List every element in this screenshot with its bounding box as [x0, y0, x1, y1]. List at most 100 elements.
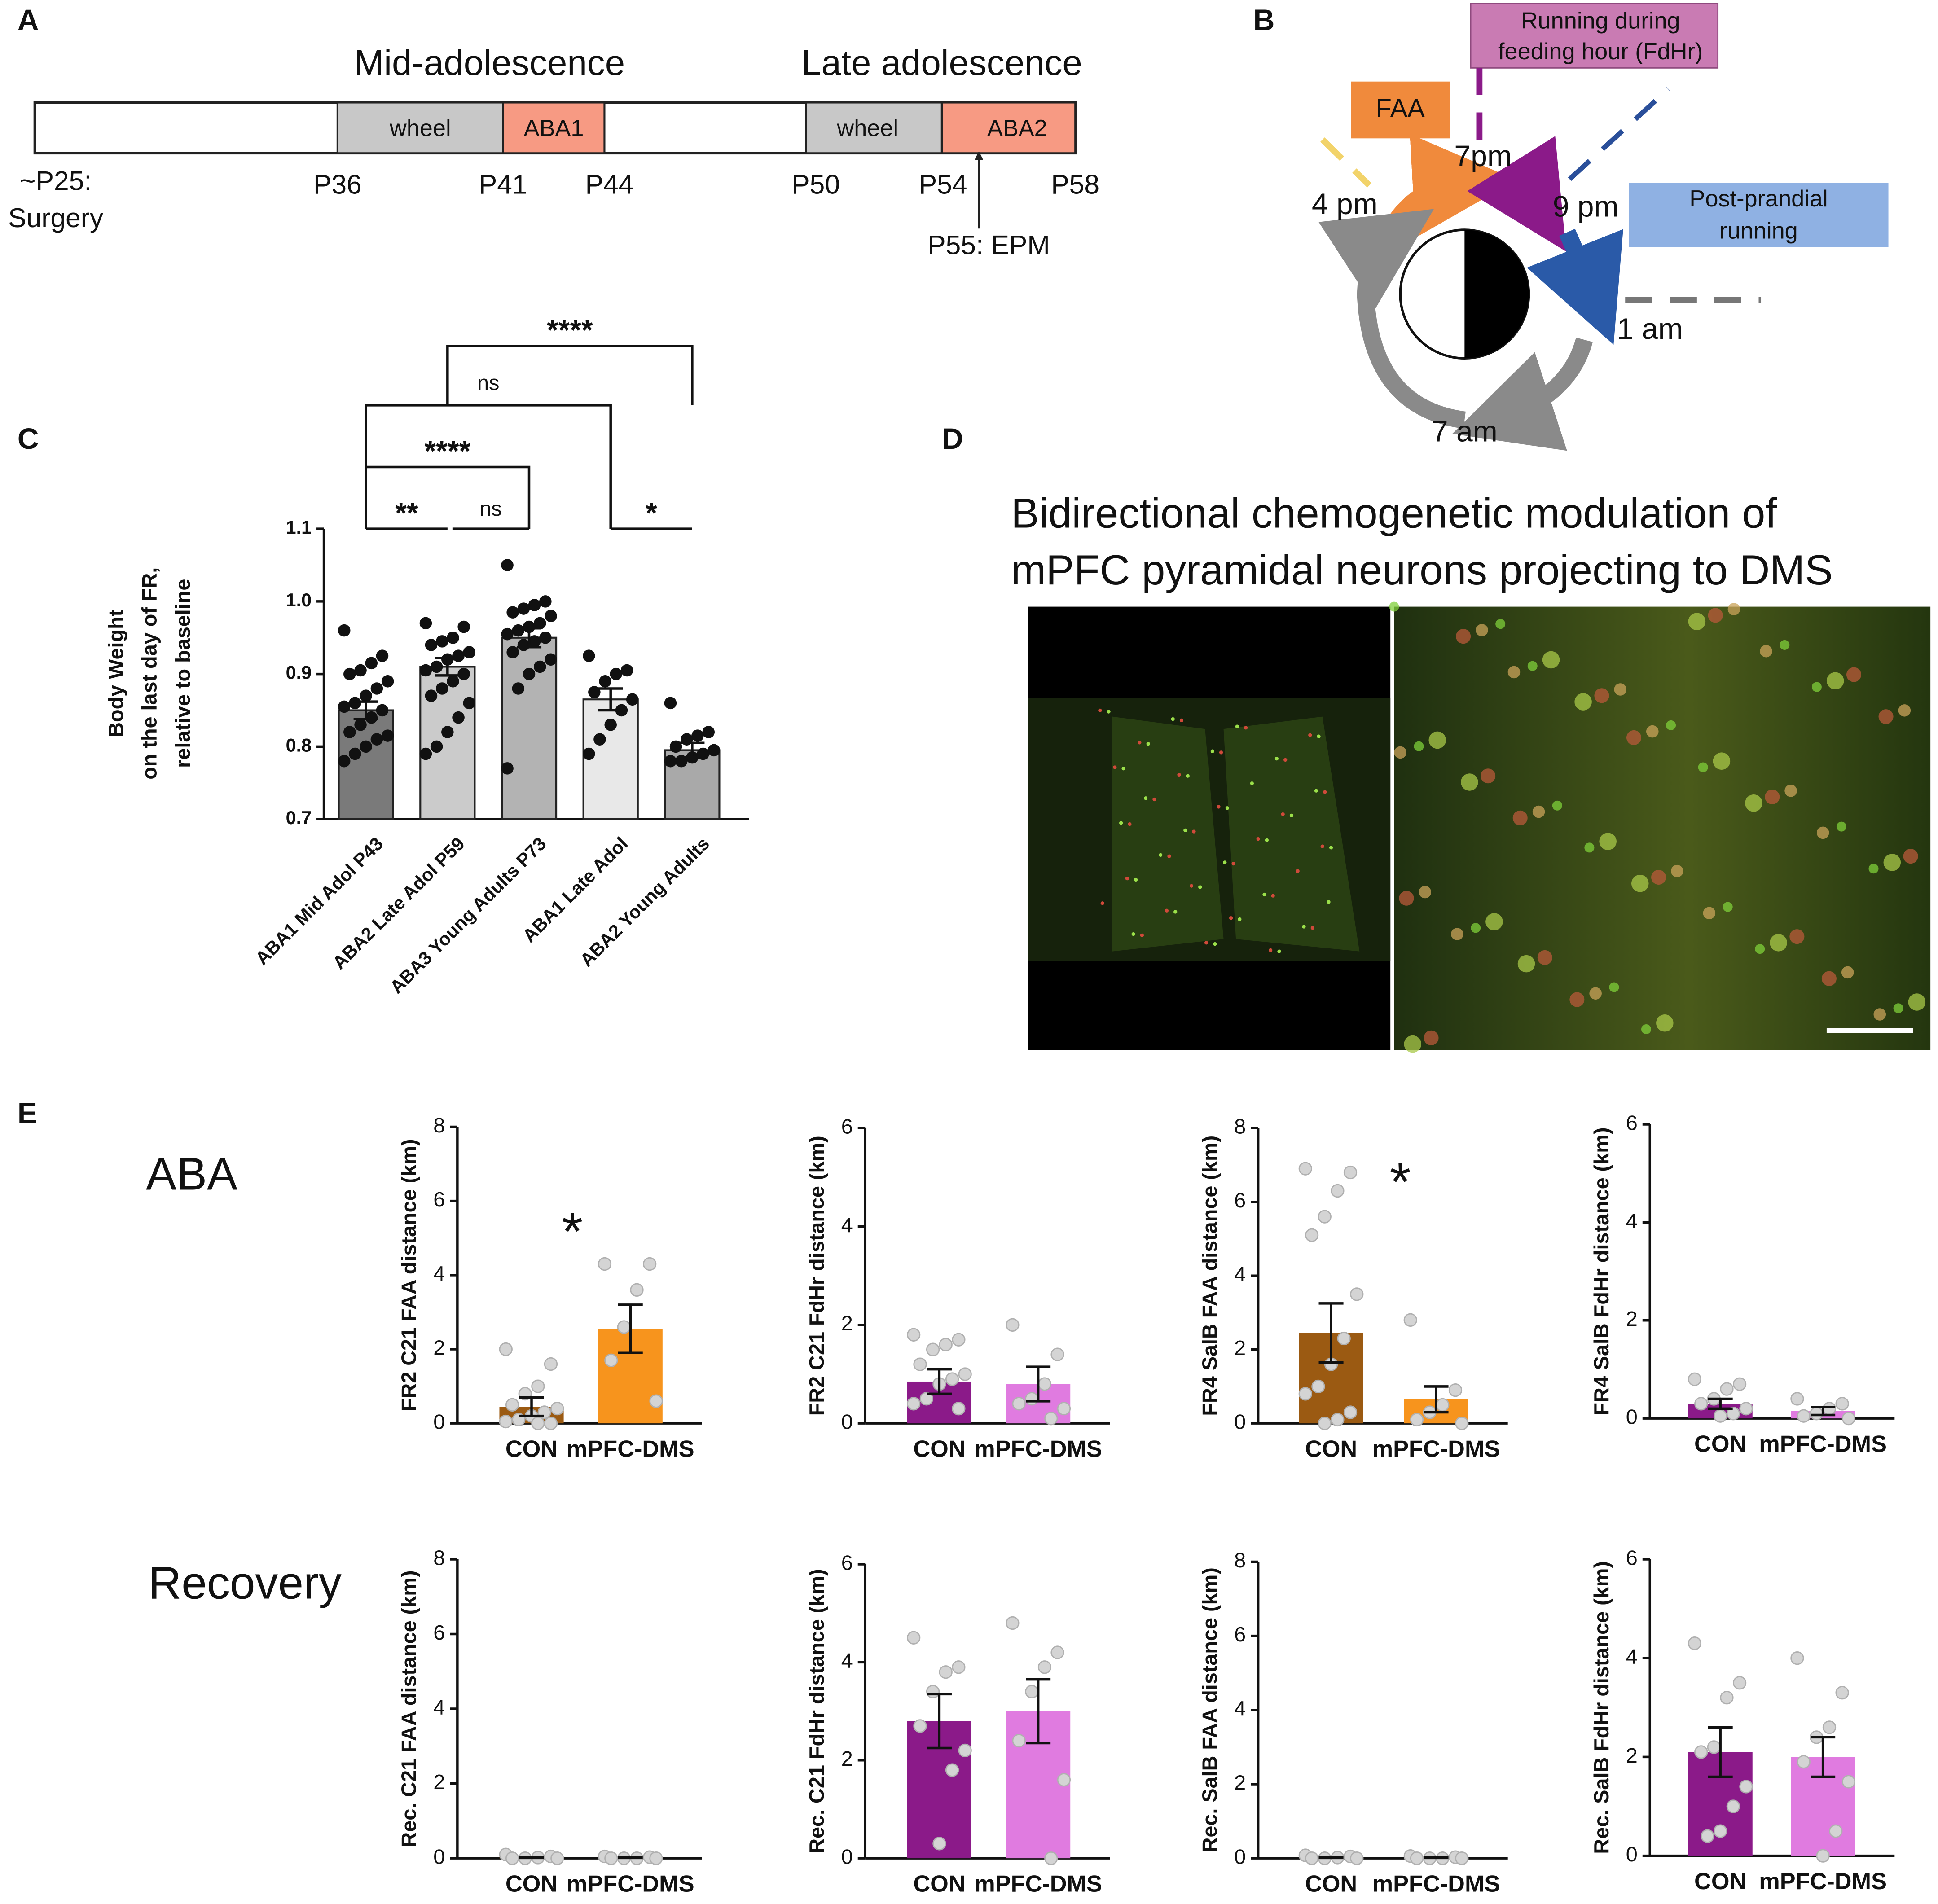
y-tick-label: 0 [841, 1845, 853, 1869]
phase-label: Mid-adolescence [354, 43, 625, 83]
cell [1271, 894, 1275, 898]
sig-label: **** [547, 313, 593, 347]
data-point [425, 639, 438, 651]
aba-segment [502, 101, 606, 154]
y-axis-title: FR4 SalB FdHr distance (km) [1590, 1127, 1613, 1416]
y-tick-label: 8 [433, 1546, 445, 1569]
data-point [1790, 1392, 1804, 1406]
y-axis-title: Rec. C21 FAA distance (km) [397, 1571, 421, 1847]
data-point [1343, 1165, 1358, 1180]
data-point [1688, 1636, 1702, 1650]
day-label: P54 [919, 169, 967, 200]
data-point [505, 1398, 519, 1412]
data-point [1739, 1402, 1753, 1416]
cell [1183, 828, 1187, 832]
cell [1903, 849, 1918, 864]
data-point [441, 726, 454, 738]
surgery-label: ~P25: [20, 165, 92, 196]
cell [1626, 730, 1642, 745]
cell [1461, 773, 1478, 791]
data-point [447, 632, 459, 644]
cell [1113, 765, 1117, 769]
error-bar [516, 627, 542, 649]
cell [1816, 826, 1829, 839]
cell [1883, 854, 1901, 871]
data-point [1714, 1409, 1727, 1423]
y-tick-label: 2 [433, 1336, 445, 1359]
day-label: P50 [791, 169, 840, 200]
data-point [501, 627, 514, 641]
x-tick-label: CON [505, 1436, 558, 1462]
data-point [1012, 1397, 1026, 1411]
y-tick-label: 8 [433, 1114, 445, 1137]
cell [1878, 709, 1894, 724]
y-axis-title: on the last day of FR, [138, 567, 161, 780]
y-tick-label: 6 [433, 1621, 445, 1644]
cell [1512, 810, 1528, 825]
data-point [539, 595, 552, 608]
data-point [506, 646, 519, 658]
data-point [907, 1328, 921, 1342]
data-point [1455, 1851, 1469, 1865]
cell [1399, 891, 1414, 906]
x-tick-label: ABA3 Young Adults P73 [386, 833, 550, 997]
y-axis-title: FR2 C21 FAA distance (km) [397, 1139, 421, 1412]
data-point [349, 747, 361, 760]
data-point [649, 1394, 663, 1408]
data-point [435, 682, 448, 695]
data-point [343, 667, 356, 680]
data-point [343, 726, 356, 738]
cell [1131, 932, 1135, 936]
data-point [907, 1631, 921, 1645]
y-tick-label: 6 [1626, 1111, 1638, 1134]
cell [1755, 944, 1765, 954]
data-point [1305, 1228, 1319, 1242]
data-point [1835, 1686, 1849, 1700]
post-arrow [1527, 228, 1623, 345]
y-tick-label: 4 [1234, 1697, 1246, 1720]
x-tick-label: mPFC-DMS [974, 1871, 1102, 1897]
cell [1310, 926, 1314, 930]
error-bar [1811, 1736, 1836, 1778]
sig-bracket [365, 465, 531, 529]
cell [1219, 750, 1223, 755]
data-point [939, 1665, 953, 1679]
data-point [452, 711, 465, 724]
sig-label: ** [395, 496, 418, 529]
cell [1171, 717, 1175, 721]
cell [1296, 869, 1300, 873]
data-point [913, 1719, 927, 1733]
y-tick-label: 6 [1234, 1623, 1246, 1646]
cell [1394, 746, 1406, 759]
cell [1723, 902, 1733, 912]
data-point [952, 1333, 966, 1347]
y-tick-label: 4 [433, 1262, 445, 1285]
data-point [1350, 1851, 1364, 1865]
y-tick-label: 1.1 [286, 517, 312, 538]
data-point [1006, 1318, 1020, 1332]
data-point [430, 660, 443, 673]
cell [1727, 603, 1740, 615]
cell [1745, 794, 1762, 812]
panel-letter: C [18, 422, 39, 455]
segment-label: wheel [836, 115, 898, 141]
error-bar [1708, 1726, 1733, 1778]
segment-label: ABA2 [987, 115, 1047, 141]
x-tick-label: mPFC-DMS [567, 1871, 694, 1897]
phase-label: Late adolescence [801, 43, 1082, 83]
cell [1451, 928, 1463, 940]
data-point [1707, 1740, 1721, 1754]
data-point [1025, 1685, 1039, 1699]
data-point [1403, 1313, 1417, 1327]
y-tick-label: 0 [1626, 1405, 1638, 1429]
cell [1179, 718, 1184, 722]
cell [1841, 966, 1854, 979]
data-point [1732, 1676, 1747, 1690]
data-point [457, 667, 470, 680]
data-point [533, 660, 546, 673]
data-point [1337, 1331, 1351, 1346]
data-point [939, 1338, 953, 1351]
data-point [919, 1392, 933, 1406]
sig-label: ns [477, 371, 499, 394]
x-tick-label: CON [913, 1871, 965, 1897]
